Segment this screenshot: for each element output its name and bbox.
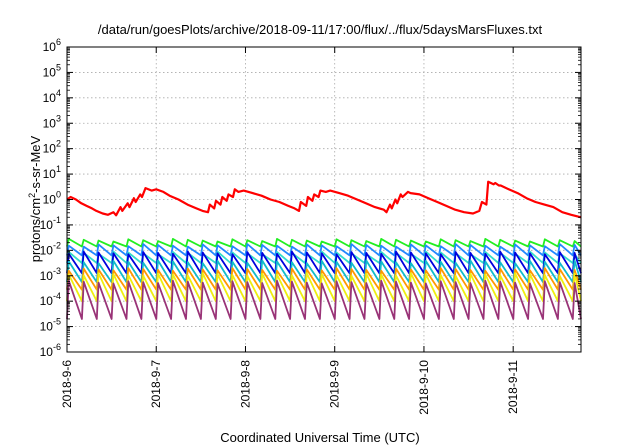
y-tick-label: 106 bbox=[43, 37, 61, 54]
y-tick-label: 103 bbox=[43, 113, 61, 130]
main-series-line bbox=[66, 180, 582, 219]
x-tick-label: 2018-9-8 bbox=[238, 360, 252, 408]
series-line-2 bbox=[66, 243, 582, 257]
y-tick-label: 10-2 bbox=[40, 240, 61, 257]
x-tick-label: 2018-9-7 bbox=[149, 360, 163, 408]
x-tick-label: 2018-9-11 bbox=[506, 360, 520, 414]
y-tick-label: 10-4 bbox=[40, 291, 61, 308]
series-layer bbox=[66, 180, 582, 320]
y-axis-label-sup: 2 bbox=[27, 193, 37, 198]
y-axis-label: protons/cm2-s-sr-MeV bbox=[27, 135, 43, 262]
grid-layer bbox=[67, 47, 581, 352]
x-tick-label: 2018-9-6 bbox=[60, 360, 74, 408]
y-tick-label: 105 bbox=[43, 62, 61, 79]
y-tick-label: 101 bbox=[43, 164, 61, 181]
tick-layer: 10-6 10-5 10-4 10-3 10-2 10-1 100 101 102 103 104 1… bbox=[40, 37, 581, 415]
chart-title: /data/run/goesPlots/archive/2018-09-11/1… bbox=[97, 22, 543, 37]
x-tick-label: 2018-9-9 bbox=[328, 360, 342, 408]
x-tick-label: 2018-9-10 bbox=[417, 360, 431, 415]
y-axis-label-rest: -s-sr-MeV bbox=[28, 135, 43, 192]
y-tick-label: 10-1 bbox=[40, 215, 61, 232]
y-tick-label: 10-3 bbox=[40, 266, 61, 283]
y-tick-label: 102 bbox=[43, 139, 61, 156]
y-tick-label: 10-5 bbox=[40, 317, 61, 334]
series-line-1 bbox=[66, 238, 582, 248]
x-axis-label: Coordinated Universal Time (UTC) bbox=[220, 430, 420, 445]
y-tick-label: 10-6 bbox=[40, 342, 61, 359]
y-tick-label: 100 bbox=[43, 190, 61, 207]
y-tick-label: 104 bbox=[43, 88, 61, 105]
series-line-8 bbox=[66, 279, 582, 320]
y-axis-label-main: protons/cm bbox=[28, 198, 43, 262]
